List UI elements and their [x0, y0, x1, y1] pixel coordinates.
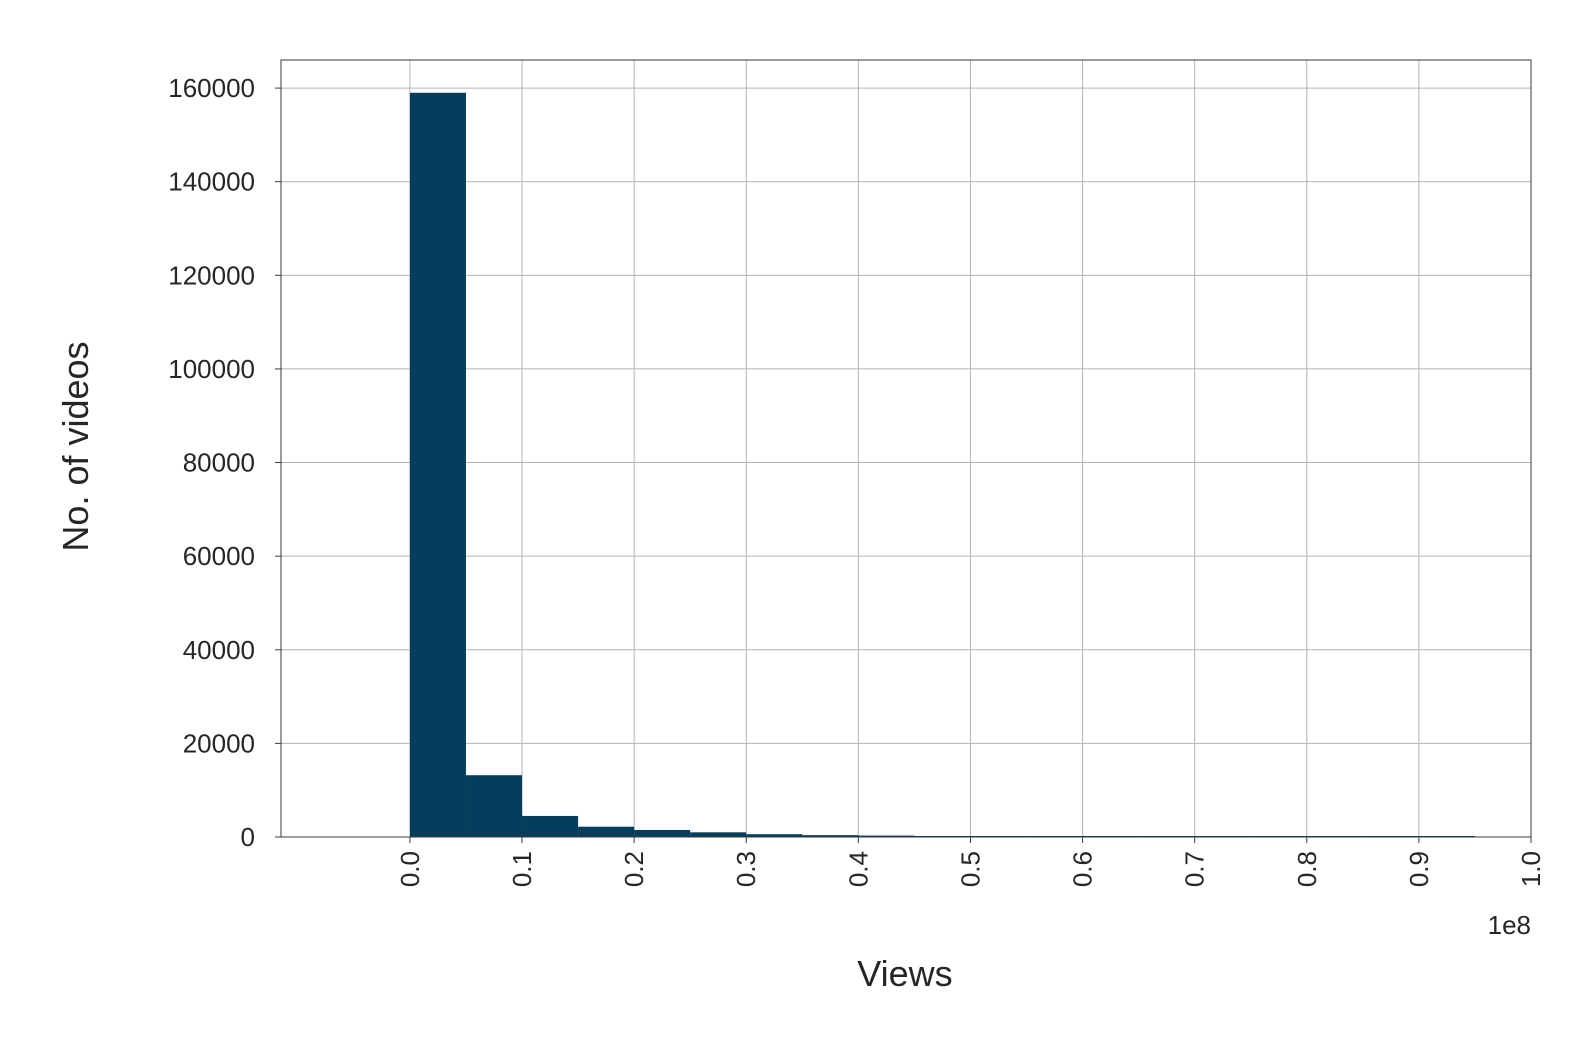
x-axis-label: Views — [857, 953, 952, 994]
y-tick-label: 80000 — [183, 448, 255, 478]
histogram-bar — [634, 829, 691, 837]
x-tick-label: 0.1 — [507, 851, 537, 887]
histogram-bar — [690, 832, 747, 837]
y-tick-label: 60000 — [183, 541, 255, 571]
histogram-bar — [409, 92, 466, 837]
histogram-bars — [409, 92, 1475, 837]
x-tick-label: 0.7 — [1180, 851, 1210, 887]
grid-lines — [281, 60, 1532, 838]
y-tick-label: 160000 — [168, 73, 255, 103]
x-tick-label: 0.3 — [731, 851, 761, 887]
plot-area-frame — [280, 59, 1532, 838]
x-tick-label: 0.9 — [1404, 851, 1434, 887]
x-tick-label: 0.4 — [843, 851, 873, 887]
histogram-bar — [465, 775, 523, 837]
histogram-bar — [522, 815, 579, 837]
y-tick-label: 120000 — [168, 260, 255, 290]
y-axis-label: No. of videos — [55, 341, 96, 551]
histogram-bar — [578, 826, 635, 837]
y-tick-label: 40000 — [183, 635, 255, 665]
y-tick-label: 140000 — [168, 167, 255, 197]
x-tick-label: 0.6 — [1068, 851, 1098, 887]
y-tick-label: 100000 — [168, 354, 255, 384]
x-axis-offset-label: 1e8 — [1488, 910, 1531, 940]
x-tick-label: 1.0 — [1516, 851, 1546, 887]
y-axis-ticks: 0 20000 40000 60000 80000 100000 120000 140000 1… — [168, 73, 281, 852]
y-tick-label: 20000 — [183, 728, 255, 758]
histogram-bar — [802, 835, 859, 837]
x-tick-label: 0.8 — [1292, 851, 1322, 887]
x-axis-ticks: 0.0 0.1 0.2 0.3 0.4 0.5 0.6 0.7 0.8 0.9 1.0 — [395, 837, 1546, 887]
x-tick-label: 0.0 — [395, 851, 425, 887]
histogram-bar — [858, 835, 915, 837]
x-tick-label: 0.2 — [619, 851, 649, 887]
histogram-bar — [746, 834, 803, 837]
y-tick-label: 0 — [241, 822, 255, 852]
x-tick-label: 0.5 — [955, 851, 985, 887]
